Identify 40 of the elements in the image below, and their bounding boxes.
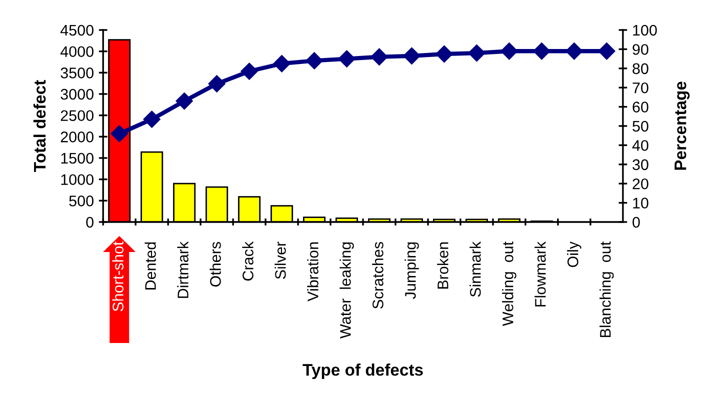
y-tick-label: 4500 (60, 24, 94, 36)
x-tick-label: Vibration (307, 242, 318, 302)
y-tick-label: 2500 (60, 110, 94, 122)
x-tick-label: Silver (274, 242, 286, 279)
y-tick-label: 1500 (61, 152, 94, 164)
x-tick-label: Oily (567, 241, 582, 268)
x-tick-label: Blanching out (600, 242, 614, 338)
y2-tick-label: 10 (633, 198, 648, 208)
y2-tick-label: 30 (632, 159, 648, 170)
x-tick-label: Flowmark (534, 241, 546, 306)
x-tick-label: Jumping (404, 242, 419, 299)
y2-tick-label: 50 (632, 120, 648, 132)
y-tick-label: 2000 (60, 132, 94, 142)
x-tick-label: Dented (144, 242, 156, 290)
y2-tick-label: 0 (632, 216, 640, 228)
x-tick-label: Dirtmark (177, 241, 188, 298)
x-tick-label: Scratches (372, 242, 384, 309)
y2-tick-label: 100 (633, 24, 657, 36)
x-tick-label: Broken (437, 242, 448, 289)
x-tick-label: Welding out (502, 242, 516, 326)
y2-tick-label: 40 (632, 140, 648, 151)
y2-tick-label: 70 (632, 82, 648, 94)
x-tick-label: Others (210, 242, 221, 287)
y2-tick-label: 20 (632, 178, 648, 190)
x-tick-label: Short-shot (112, 242, 124, 312)
x-tick-label: Water leaking (340, 242, 354, 338)
y2-tick-label: 80 (632, 63, 648, 74)
x-tick-label: Crack (242, 241, 254, 281)
x-axis-title: Type of defects (302, 364, 423, 380)
y2-tick-label: 60 (632, 102, 648, 112)
y-tick-label: 3500 (60, 68, 94, 78)
y-tick-label: 4000 (60, 46, 94, 58)
y2-tick-label: 90 (632, 44, 648, 55)
y-tick-label: 0 (86, 216, 94, 228)
y-tick-label: 500 (69, 196, 94, 206)
y-axis-title: Total defect (33, 80, 46, 172)
y-tick-label: 1000 (61, 174, 94, 186)
y-tick-label: 3000 (60, 88, 94, 100)
y2-axis-title: Percentage (674, 82, 690, 170)
x-tick-label: Sinmark (470, 241, 481, 297)
